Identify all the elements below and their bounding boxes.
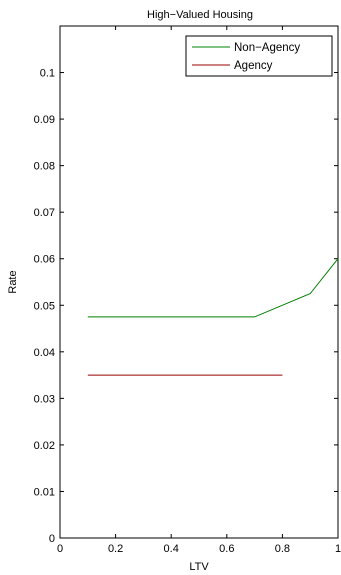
x-tick-label: 0.8 bbox=[275, 543, 290, 555]
y-tick-label: 0.02 bbox=[34, 440, 55, 452]
y-tick-label: 0.03 bbox=[34, 393, 55, 405]
legend: Non−Agency Agency bbox=[185, 35, 333, 77]
x-axis: 0 0.2 0.4 0.6 0.8 1 bbox=[57, 26, 341, 555]
legend-label-agency: Agency bbox=[234, 60, 273, 72]
y-axis-title: Rate bbox=[7, 270, 19, 293]
y-axis: 0 0.01 0.02 0.03 0.04 0.05 0.06 0.07 0.08 0.09 0.1 bbox=[34, 68, 338, 545]
series-layer bbox=[87, 258, 339, 376]
y-tick-label: 0.09 bbox=[34, 114, 55, 126]
y-tick-label: 0.1 bbox=[40, 68, 55, 80]
x-tick-label: 1 bbox=[335, 543, 341, 555]
y-tick-label: 0.04 bbox=[34, 347, 55, 359]
y-tick-label: 0 bbox=[49, 533, 55, 545]
x-tick-label: 0.6 bbox=[219, 543, 234, 555]
y-tick-label: 0.07 bbox=[34, 207, 55, 219]
legend-label-non-agency: Non−Agency bbox=[234, 42, 300, 54]
chart-title: High−Valued Housing bbox=[147, 9, 253, 21]
legend-box bbox=[185, 35, 333, 77]
plot-area bbox=[59, 25, 339, 539]
x-tick-label: 0.2 bbox=[108, 543, 123, 555]
x-tick-label: 0 bbox=[57, 543, 63, 555]
y-tick-label: 0.05 bbox=[34, 300, 55, 312]
y-tick-label: 0.06 bbox=[34, 254, 55, 266]
x-tick-label: 0.4 bbox=[164, 543, 179, 555]
y-tick-label: 0.08 bbox=[34, 161, 55, 173]
x-axis-title: LTV bbox=[189, 561, 209, 573]
series-line-non-agency bbox=[87, 258, 339, 318]
y-tick-label: 0.01 bbox=[34, 486, 55, 498]
